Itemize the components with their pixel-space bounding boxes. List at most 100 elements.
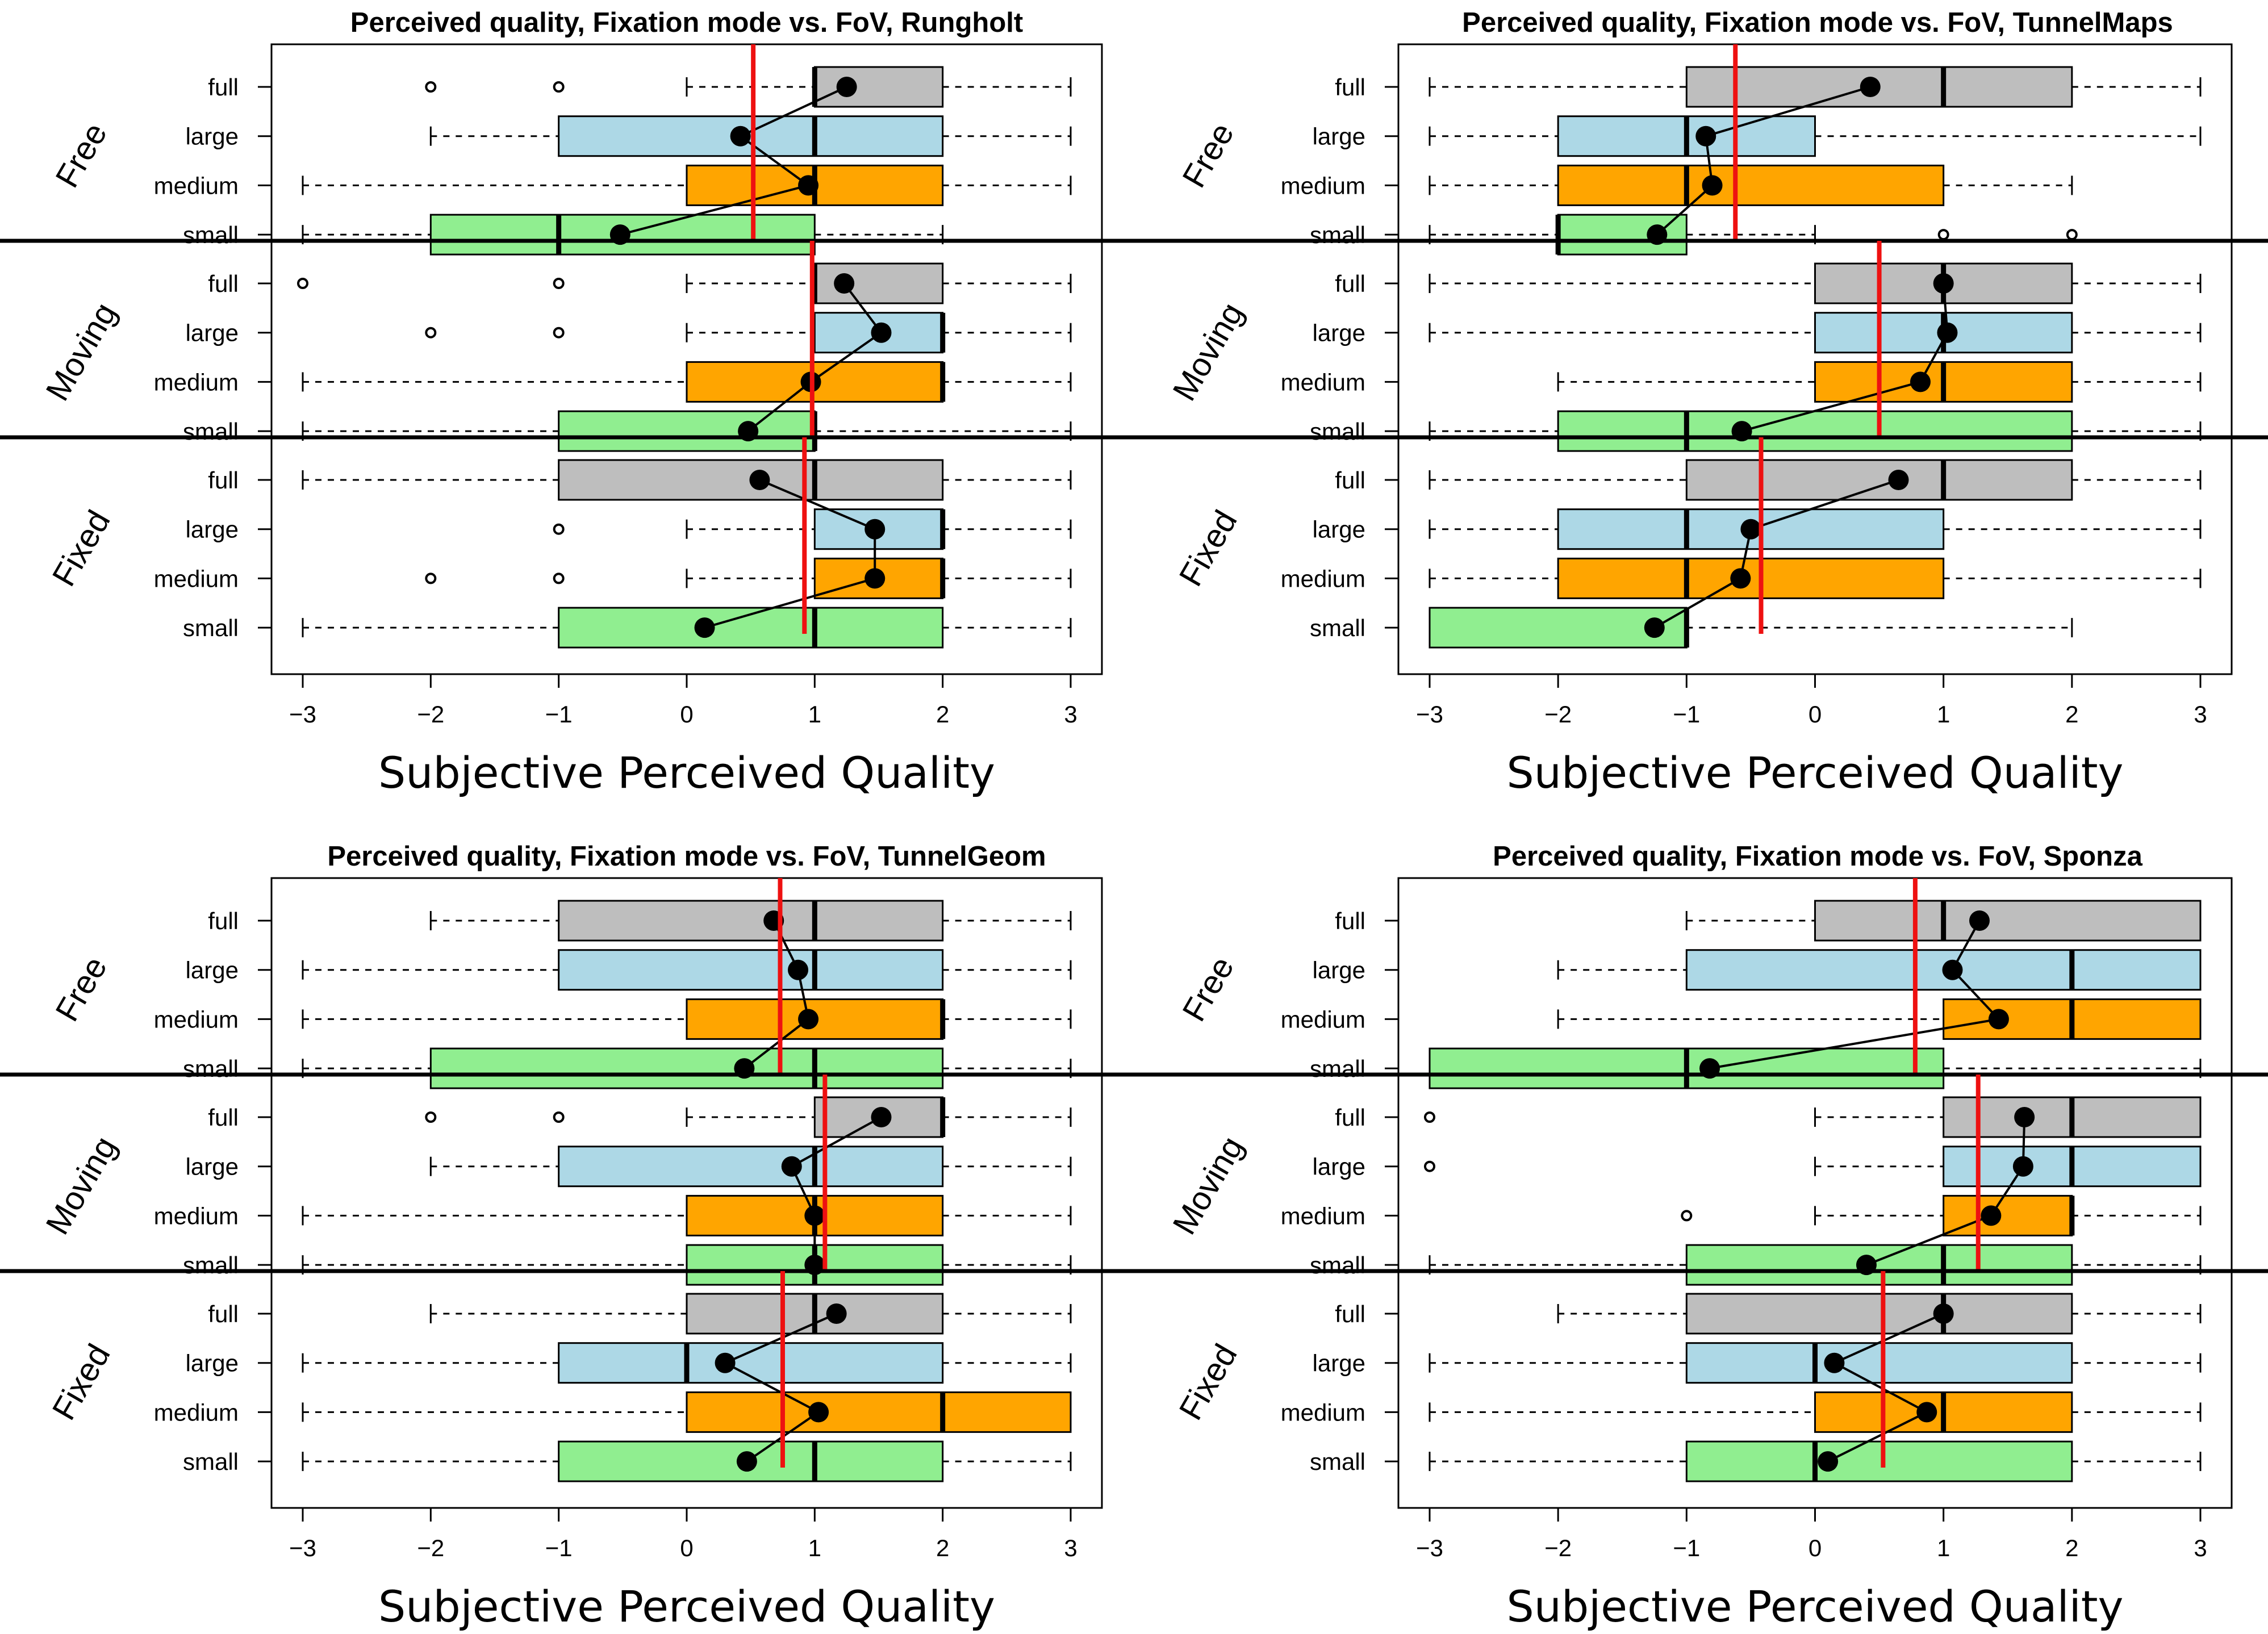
mean-point [1702, 175, 1723, 196]
row-label: full [1335, 908, 1365, 934]
row-label: full [1335, 1104, 1365, 1131]
box-row-small: small [1310, 1440, 2202, 1482]
mean-connector [744, 920, 810, 1069]
x-axis: −3 −2 −1 0 1 2 3 Subjective Perceived Quality [289, 1508, 1077, 1632]
box-row-medium: medium [154, 1391, 1072, 1433]
row-label: small [183, 418, 239, 445]
x-tick-label: −3 [289, 1535, 316, 1561]
box-row-full: full [208, 66, 1072, 108]
row-label: small [1310, 1055, 1365, 1082]
row-label: large [186, 1154, 239, 1180]
row-label: small [183, 615, 239, 641]
x-axis-label: Subjective Perceived Quality [378, 747, 995, 798]
group-fixed: Fixed full large medium small [1113, 1269, 2268, 1482]
group-free: Free full large medium small [48, 44, 1072, 256]
group-moving: Moving full large medium small [0, 239, 1113, 452]
outlier-point [425, 1111, 437, 1123]
group-fixed: Fixed full large medium small [1113, 435, 2268, 649]
iqr-box [1557, 557, 1945, 599]
mean-point [798, 1009, 819, 1030]
box-row-large: large [186, 1146, 1072, 1188]
outlier-point [425, 81, 437, 93]
mean-point [1644, 617, 1665, 638]
x-tick-label: −2 [1544, 1535, 1572, 1561]
row-label: small [183, 1448, 239, 1475]
outlier-point [553, 81, 565, 93]
iqr-box [1685, 459, 2073, 501]
mean-point [1969, 910, 1990, 931]
box-row-medium: medium [1281, 164, 2073, 206]
group-label: Fixed [1172, 1338, 1244, 1426]
x-tick-label: 0 [1808, 1535, 1822, 1561]
row-label: large [1313, 1350, 1365, 1377]
box-row-full: full [1335, 1096, 2202, 1138]
row-label: medium [1281, 1202, 1365, 1229]
row-label: small [1310, 418, 1365, 445]
box-row-small: small [1310, 607, 2073, 649]
iqr-box [686, 1391, 1072, 1433]
x-tick-label: 2 [2065, 701, 2078, 728]
box-row-full: full [1335, 900, 2202, 942]
box-row-large: large [186, 1342, 1072, 1384]
group-moving: Moving full large medium small [0, 1072, 1113, 1286]
box-row-small: small [183, 1244, 1072, 1286]
outlier-point [297, 278, 308, 289]
box-row-small: small [1310, 1047, 2202, 1089]
box-row-full: full [208, 459, 1072, 501]
mean-connector [620, 86, 847, 236]
group-label: Moving [39, 1130, 124, 1240]
iqr-box [558, 115, 944, 157]
row-label: medium [154, 1399, 239, 1426]
mean-point [871, 322, 892, 343]
row-label: small [183, 1252, 239, 1278]
x-axis-label: Subjective Perceived Quality [1507, 1581, 2124, 1632]
mean-point [730, 126, 751, 147]
x-tick-label: −3 [1416, 1535, 1443, 1561]
box-row-full: full [1335, 1293, 2202, 1335]
row-label: medium [154, 369, 239, 395]
outlier-point [1424, 1160, 1435, 1172]
iqr-box [1814, 900, 2202, 942]
iqr-box [1685, 1244, 2073, 1286]
box-row-small: small [1310, 214, 2078, 256]
x-tick-label: 3 [1064, 701, 1077, 728]
mean-point [781, 1156, 802, 1177]
mean-point [1988, 1009, 2009, 1030]
group-free: Free full large medium small [48, 878, 1072, 1089]
outlier-point [425, 327, 437, 338]
box-row-medium: medium [154, 998, 1072, 1040]
iqr-box [558, 410, 816, 452]
x-tick-label: 1 [808, 701, 821, 728]
mean-point [864, 568, 886, 589]
row-label: small [183, 1055, 239, 1082]
box-row-medium: medium [154, 557, 1072, 599]
outlier-point [553, 572, 565, 584]
mean-point [2014, 1107, 2035, 1127]
mean-connector [790, 1116, 882, 1265]
box-row-large: large [1313, 1146, 2202, 1188]
group-moving: Moving full large medium small [1113, 1072, 2268, 1286]
mean-point [1818, 1451, 1839, 1472]
box-row-medium: medium [1281, 557, 2202, 599]
iqr-box [813, 262, 944, 304]
x-tick-label: 1 [1937, 1535, 1950, 1561]
x-tick-label: −2 [417, 1535, 444, 1561]
iqr-box [1429, 607, 1688, 649]
row-label: medium [1281, 369, 1365, 395]
outlier-point [1424, 1111, 1435, 1123]
iqr-box [1685, 1440, 2073, 1482]
row-label: large [1313, 957, 1365, 984]
mean-point [808, 1402, 829, 1423]
mean-point [1942, 959, 1963, 980]
mean-point [836, 77, 857, 97]
group-label: Moving [39, 296, 124, 407]
row-label: medium [1281, 1006, 1365, 1033]
x-tick-label: −1 [1673, 1535, 1700, 1561]
box-row-medium: medium [1281, 361, 2202, 403]
box-row-full: full [208, 1293, 1072, 1335]
row-label: full [1335, 467, 1365, 494]
row-label: full [1335, 1301, 1365, 1327]
x-tick-label: 0 [1808, 701, 1822, 728]
mean-point [736, 1451, 757, 1472]
mean-point [2012, 1156, 2033, 1177]
